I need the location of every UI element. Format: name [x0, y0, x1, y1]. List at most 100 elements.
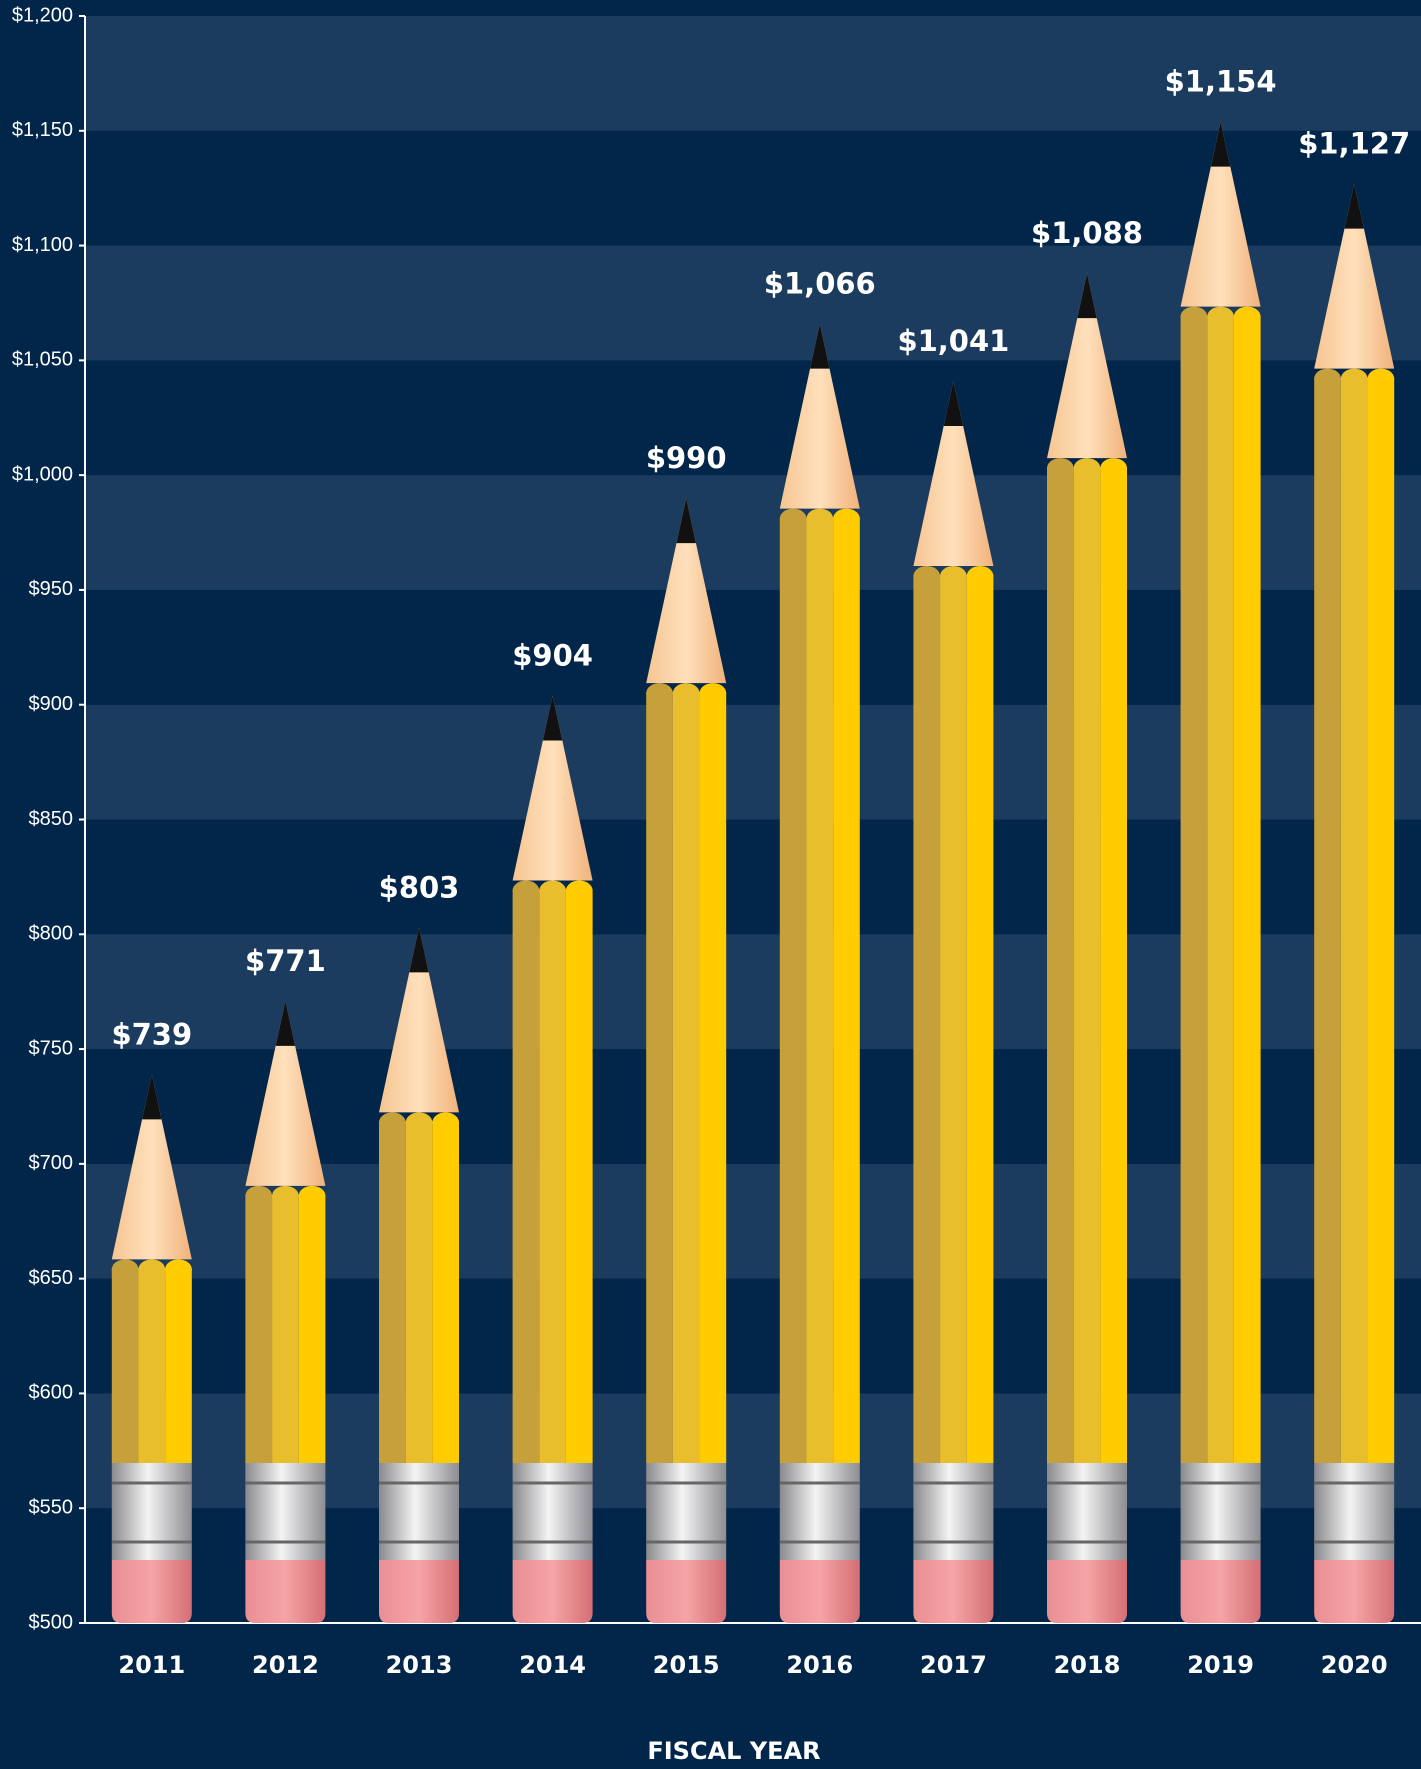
pencil-cone: [1180, 121, 1261, 307]
pencil: [1047, 273, 1127, 1623]
pencil-body-stripe: [1314, 377, 1341, 1463]
pencil-body-stripe: [1100, 467, 1127, 1463]
pencil-body-cap: [165, 1259, 192, 1280]
x-tick-label: 2014: [519, 1651, 586, 1679]
pencil-graphite: [1210, 121, 1231, 167]
grid-band: [85, 16, 1421, 131]
pencil-cone: [913, 381, 994, 567]
pencil-ferrule: [1047, 1463, 1127, 1560]
y-tick-label: $1,050: [12, 349, 73, 371]
pencil-body-stripe: [806, 517, 834, 1463]
pencil: [379, 927, 459, 1623]
pencil-graphite: [943, 381, 964, 427]
pencil-graphite: [275, 1000, 296, 1046]
pencil-eraser: [779, 1560, 860, 1623]
pencil-body-cap: [1233, 306, 1261, 327]
pencil-eraser: [1180, 1560, 1261, 1623]
pencil-body-stripe: [512, 889, 540, 1463]
pencil-body-cap: [111, 1259, 139, 1280]
pencil-body-cap: [1340, 368, 1368, 389]
pencil-body-stripe: [940, 575, 967, 1463]
pencil-body-cap: [1073, 458, 1101, 479]
pencil-body-stripe: [272, 1194, 299, 1463]
value-label: $990: [646, 441, 727, 475]
pencil-eraser: [1047, 1560, 1127, 1623]
y-tick-label: $1,150: [12, 119, 73, 141]
pencil-body-cap: [779, 508, 807, 529]
y-tick-label: $1,200: [12, 4, 73, 26]
pencil: [646, 498, 727, 1623]
pencil-cone: [1047, 273, 1127, 459]
pencil: [1180, 121, 1261, 1623]
pencil-body-cap: [940, 566, 967, 587]
x-axis-title: FISCAL YEAR: [647, 1737, 820, 1765]
value-label: $904: [512, 639, 593, 673]
pencil-body-stripe: [1207, 315, 1234, 1464]
value-label: $1,041: [897, 324, 1009, 358]
x-tick-label: 2017: [920, 1651, 987, 1679]
pencil-graphite: [676, 498, 696, 544]
pencil-body-cap: [1207, 306, 1234, 327]
value-label: $803: [379, 870, 460, 904]
y-tick-label: $650: [29, 1267, 74, 1289]
pencil-graphite: [1077, 273, 1097, 319]
pencil-body-cap: [432, 1112, 459, 1133]
y-tick-label: $850: [29, 808, 74, 830]
pencil-body-cap: [833, 508, 860, 529]
pencil-graphite: [810, 323, 830, 369]
pencil-ferrule: [1180, 1463, 1261, 1560]
y-tick-label: $1,000: [12, 463, 73, 485]
y-tick-label: $550: [29, 1496, 74, 1518]
pencil-eraser: [245, 1560, 326, 1623]
pencil-body-cap: [1047, 458, 1074, 479]
pencil-body-stripe: [111, 1268, 139, 1463]
pencil-body-cap: [806, 508, 834, 529]
pencil-cone: [111, 1074, 192, 1260]
pencil-body-cap: [699, 683, 727, 704]
pencil-body-stripe: [1047, 467, 1074, 1463]
pencil-body-cap: [272, 1185, 299, 1206]
pencil-body-stripe: [432, 1121, 459, 1463]
y-tick-label: $700: [29, 1152, 74, 1174]
pencil-body-stripe: [405, 1121, 433, 1463]
pencil-body-stripe: [833, 517, 860, 1463]
pencil-body-cap: [539, 880, 566, 901]
pencil-body-cap: [512, 880, 540, 901]
pencil-ferrule: [779, 1463, 860, 1560]
pencil-cone: [379, 927, 459, 1113]
pencil-ferrule: [111, 1463, 192, 1560]
y-tick-label: $500: [29, 1611, 74, 1633]
x-tick-label: 2016: [786, 1651, 853, 1679]
x-tick-label: 2013: [386, 1651, 453, 1679]
pencil: [512, 695, 593, 1623]
pencil-body-cap: [1367, 368, 1395, 389]
pencil-body-stripe: [539, 889, 566, 1463]
y-tick-label: $950: [29, 578, 74, 600]
x-tick-label: 2015: [653, 1651, 720, 1679]
x-tick-label: 2020: [1321, 1651, 1388, 1679]
pencil-graphite: [142, 1074, 162, 1120]
pencil: [913, 381, 994, 1623]
pencil-body-cap: [966, 566, 994, 587]
pencil-cone: [512, 695, 593, 881]
pencil-body-stripe: [138, 1268, 166, 1463]
pencil-body-stripe: [966, 575, 994, 1463]
pencil-ferrule: [512, 1463, 593, 1560]
pencil-body-stripe: [672, 692, 700, 1463]
pencil: [111, 1074, 192, 1623]
y-tick-label: $800: [29, 923, 74, 945]
pencil-body-stripe: [1180, 315, 1208, 1464]
value-label: $1,127: [1298, 127, 1410, 161]
pencil-ferrule: [379, 1463, 459, 1560]
pencil-ferrule: [646, 1463, 727, 1560]
pencil-body-stripe: [565, 889, 593, 1463]
y-tick-label: $600: [29, 1382, 74, 1404]
pencil-body-stripe: [646, 692, 673, 1463]
pencil-body-cap: [1100, 458, 1127, 479]
y-tick-label: $900: [29, 693, 74, 715]
pencil-body-stripe: [1073, 467, 1101, 1463]
pencil-body-cap: [405, 1112, 433, 1133]
pencil-body-cap: [1314, 368, 1341, 389]
